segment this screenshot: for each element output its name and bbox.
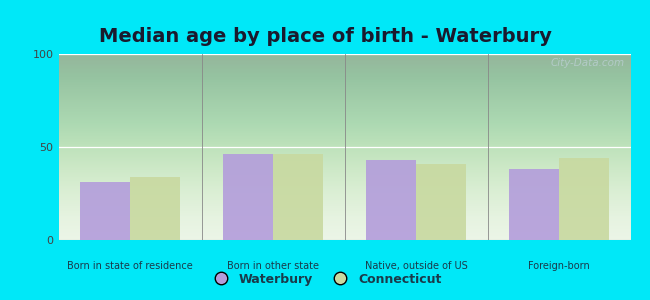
Bar (273, 154, 323, 240)
Text: Native, outside of US: Native, outside of US (365, 261, 467, 271)
Text: City-Data.com: City-Data.com (551, 58, 625, 68)
Text: Born in other state: Born in other state (227, 261, 319, 271)
Bar (366, 160, 416, 240)
Text: Foreign-born: Foreign-born (528, 261, 590, 271)
Text: Born in state of residence: Born in state of residence (67, 261, 193, 271)
Bar (80, 182, 130, 240)
Bar (223, 154, 273, 240)
Bar (509, 169, 559, 240)
Bar (130, 177, 180, 240)
Text: Median age by place of birth - Waterbury: Median age by place of birth - Waterbury (99, 27, 551, 46)
Bar (416, 164, 466, 240)
Legend: Waterbury, Connecticut: Waterbury, Connecticut (203, 268, 447, 291)
Bar (559, 158, 609, 240)
